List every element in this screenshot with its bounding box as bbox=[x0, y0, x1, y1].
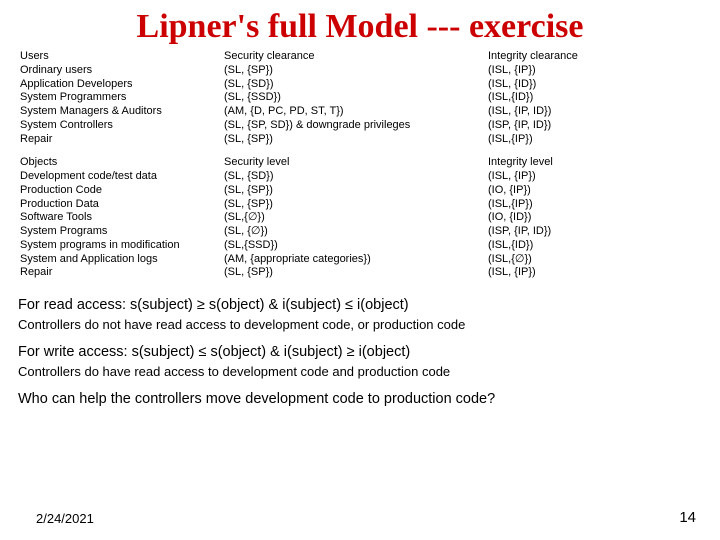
table-row: Application Developers(SL, {SD})(ISL, {I… bbox=[18, 78, 702, 92]
cell: (AM, {appropriate categories}) bbox=[222, 253, 486, 267]
cell: (SL, {∅}) bbox=[222, 225, 486, 239]
cell: (SL,{SSD}) bbox=[222, 239, 486, 253]
table-row: Production Code(SL, {SP})(IO, {IP}) bbox=[18, 184, 702, 198]
body-text: For read access: s(subject) ≥ s(object) … bbox=[0, 290, 720, 410]
cell: Production Data bbox=[18, 198, 222, 212]
cell: Ordinary users bbox=[18, 64, 222, 78]
cell: Software Tools bbox=[18, 211, 222, 225]
table-row: Software Tools(SL,{∅})(IO, {ID}) bbox=[18, 211, 702, 225]
cell: (SL,{∅}) bbox=[222, 211, 486, 225]
cell: (SL, {SP}) bbox=[222, 64, 486, 78]
cell: (SL, {SP}) bbox=[222, 266, 486, 280]
cell: (ISL, {IP}) bbox=[486, 64, 702, 78]
cell: (SL, {SP, SD}) & downgrade privileges bbox=[222, 119, 486, 133]
cell: (AM, {D, PC, PD, ST, T}) bbox=[222, 105, 486, 119]
t1-h2: Security clearance bbox=[222, 50, 486, 64]
table-row: System and Application logs(AM, {appropr… bbox=[18, 253, 702, 267]
footer-page: 14 bbox=[679, 509, 696, 526]
t1-h3: Integrity clearance bbox=[486, 50, 702, 64]
footer-date: 2/24/2021 bbox=[36, 511, 94, 526]
cell: System Programmers bbox=[18, 91, 222, 105]
read-rule: For read access: s(subject) ≥ s(object) … bbox=[18, 296, 702, 316]
table-row: System programs in modification(SL,{SSD}… bbox=[18, 239, 702, 253]
table-row: System Programs(SL, {∅})(ISP, {IP, ID}) bbox=[18, 225, 702, 239]
write-note: Controllers do have read access to devel… bbox=[18, 363, 702, 381]
table-row: Repair(SL, {SP})(ISL,{IP}) bbox=[18, 133, 702, 147]
objects-table: Objects Security level Integrity level D… bbox=[18, 156, 702, 280]
t2-h3: Integrity level bbox=[486, 156, 702, 170]
cell: (SL, {SSD}) bbox=[222, 91, 486, 105]
users-table: Users Security clearance Integrity clear… bbox=[18, 50, 702, 146]
cell: (IO, {IP}) bbox=[486, 184, 702, 198]
cell: (SL, {SD}) bbox=[222, 170, 486, 184]
cell: (SL, {SP}) bbox=[222, 198, 486, 212]
cell: (ISL, {ID}) bbox=[486, 78, 702, 92]
cell: (ISL,{IP}) bbox=[486, 198, 702, 212]
cell: Production Code bbox=[18, 184, 222, 198]
question: Who can help the controllers move develo… bbox=[18, 390, 702, 410]
table-row: Ordinary users(SL, {SP})(ISL, {IP}) bbox=[18, 64, 702, 78]
t2-h2: Security level bbox=[222, 156, 486, 170]
cell: (IO, {ID}) bbox=[486, 211, 702, 225]
t1-h1: Users bbox=[18, 50, 222, 64]
table-row: System Controllers(SL, {SP, SD}) & downg… bbox=[18, 119, 702, 133]
cell: (ISL, {IP}) bbox=[486, 266, 702, 280]
read-note: Controllers do not have read access to d… bbox=[18, 316, 702, 334]
cell: System Programs bbox=[18, 225, 222, 239]
cell: System and Application logs bbox=[18, 253, 222, 267]
cell: (ISL,{∅}) bbox=[486, 253, 702, 267]
table-row: Repair(SL, {SP})(ISL, {IP}) bbox=[18, 266, 702, 280]
cell: Application Developers bbox=[18, 78, 222, 92]
cell: (ISL, {IP, ID}) bbox=[486, 105, 702, 119]
table-row: Production Data(SL, {SP})(ISL,{IP}) bbox=[18, 198, 702, 212]
cell: (SL, {SP}) bbox=[222, 133, 486, 147]
cell: System Managers & Auditors bbox=[18, 105, 222, 119]
t2-h1: Objects bbox=[18, 156, 222, 170]
table-row: System Managers & Auditors(AM, {D, PC, P… bbox=[18, 105, 702, 119]
write-rule: For write access: s(subject) ≤ s(object)… bbox=[18, 343, 702, 363]
cell: System Controllers bbox=[18, 119, 222, 133]
cell: (ISL,{ID}) bbox=[486, 239, 702, 253]
cell: Repair bbox=[18, 266, 222, 280]
tables-region: Users Security clearance Integrity clear… bbox=[0, 50, 720, 280]
cell: Development code/test data bbox=[18, 170, 222, 184]
cell: (ISP, {IP, ID}) bbox=[486, 119, 702, 133]
cell: Repair bbox=[18, 133, 222, 147]
cell: (SL, {SP}) bbox=[222, 184, 486, 198]
table-row: Development code/test data(SL, {SD})(ISL… bbox=[18, 170, 702, 184]
cell: (ISP, {IP, ID}) bbox=[486, 225, 702, 239]
table-row: System Programmers(SL, {SSD})(ISL,{ID}) bbox=[18, 91, 702, 105]
cell: (ISL,{ID}) bbox=[486, 91, 702, 105]
cell: (ISL, {IP}) bbox=[486, 170, 702, 184]
cell: System programs in modification bbox=[18, 239, 222, 253]
cell: (SL, {SD}) bbox=[222, 78, 486, 92]
cell: (ISL,{IP}) bbox=[486, 133, 702, 147]
slide-title: Lipner's full Model --- exercise bbox=[0, 0, 720, 50]
